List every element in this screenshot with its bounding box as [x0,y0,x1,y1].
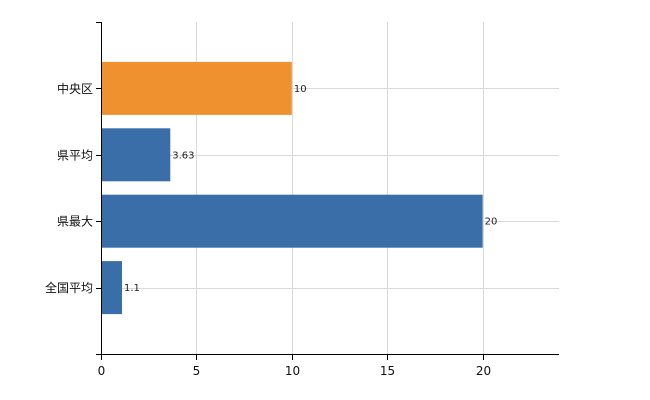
data-label-2: 3.63 [172,150,194,161]
y-tick-label-3: 県最大 [57,215,93,229]
bar-1 [101,61,292,115]
x-tick-label-3: 15 [380,364,395,378]
y-tick-label-4: 全国平均 [45,280,93,295]
data-label-1: 10 [294,84,307,95]
bar-4 [101,261,122,315]
data-label-3: 20 [485,217,498,228]
axis-layer [96,22,559,360]
x-tick-label-0: 0 [98,364,106,378]
y-tick-label-1: 中央区 [57,81,93,96]
x-tick-label-4: 20 [476,364,491,378]
y-tick-label-2: 県平均 [57,148,93,162]
x-tick-label-1: 5 [193,364,201,378]
data-label-4: 1.1 [124,283,140,294]
bar-2 [101,128,171,182]
bar-3 [101,194,483,248]
labels-layer: 10 中央区 3.63 県平均 20 県最大 1.1 全国平均 0 5 10 15 20 [45,81,497,378]
x-tick-label-2: 10 [285,364,300,378]
bars-layer [101,61,483,315]
